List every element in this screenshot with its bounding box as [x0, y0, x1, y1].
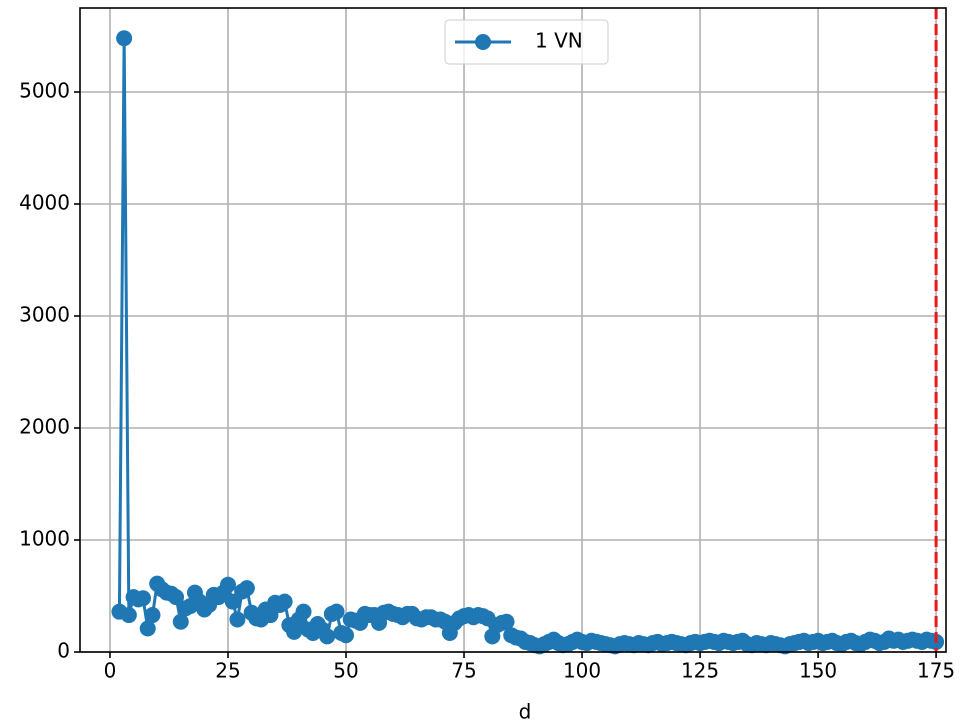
plot-frame — [79, 7, 947, 653]
x-tick-label: 175 — [917, 659, 955, 683]
data-point — [120, 607, 137, 624]
data-point — [224, 593, 241, 610]
y-tick-label: 2000 — [19, 415, 70, 439]
x-tick-label: 125 — [681, 659, 719, 683]
y-tick-label: 5000 — [19, 79, 70, 103]
y-tick-label: 0 — [57, 639, 70, 663]
x-tick-label: 75 — [451, 659, 476, 683]
data-point — [135, 590, 152, 607]
legend-marker — [475, 34, 491, 50]
x-tick-label: 100 — [563, 659, 601, 683]
x-tick-label: 0 — [104, 659, 117, 683]
data-point — [116, 30, 133, 47]
data-point — [229, 611, 246, 628]
data-point — [328, 603, 345, 620]
data-point — [286, 623, 303, 640]
x-tick-label: 25 — [215, 659, 240, 683]
y-tick-label: 3000 — [19, 303, 70, 327]
data-point — [276, 593, 293, 610]
data-point — [238, 580, 255, 597]
data-point — [168, 589, 185, 606]
data-point — [219, 576, 236, 593]
y-tick-label: 4000 — [19, 191, 70, 215]
y-tick-label: 1000 — [19, 527, 70, 551]
series-line — [117, 38, 937, 648]
data-point — [172, 613, 189, 630]
data-point — [338, 627, 355, 644]
x-tick-label: 150 — [799, 659, 837, 683]
x-axis-label: d — [519, 700, 532, 724]
data-point — [295, 603, 312, 620]
data-point — [144, 607, 161, 624]
data-point — [262, 607, 279, 624]
data-point — [498, 613, 515, 630]
legend-box — [444, 19, 609, 65]
data-point — [139, 620, 156, 637]
x-tick-label: 50 — [333, 659, 358, 683]
data-point — [319, 628, 336, 645]
legend-label: 1 VN — [535, 29, 583, 53]
